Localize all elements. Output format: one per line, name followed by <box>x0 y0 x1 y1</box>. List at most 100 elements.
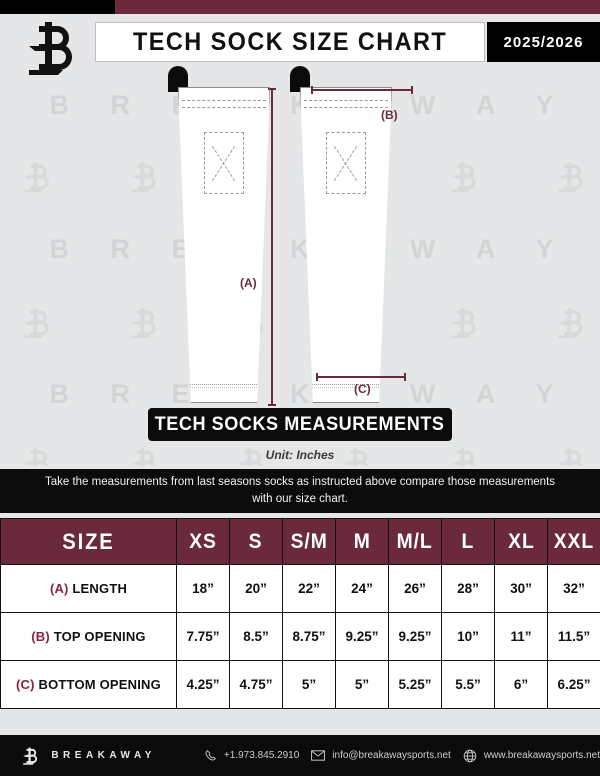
watermark-b-monogram-icon <box>22 446 56 466</box>
watermark-b-monogram-icon <box>129 306 163 340</box>
watermark-b-monogram-icon <box>449 446 483 466</box>
table-header-text: XS <box>189 529 217 553</box>
table-cell: 24” <box>335 564 389 613</box>
table-row-label-text: BOTTOM OPENING <box>38 677 161 692</box>
watermark-background: B R E A K A W A YB R E A K A W A YB R E … <box>0 74 600 466</box>
page-title-text: TECH SOCK SIZE CHART <box>132 27 448 56</box>
sock-diagram-area: (A) (B) (C) <box>0 60 600 470</box>
sock-top-stitch-line-4 <box>304 107 388 108</box>
sock-bottom-stitch-line-3 <box>311 384 381 385</box>
top-accent-stripe-black <box>0 0 115 14</box>
table-cell: 30” <box>494 564 548 613</box>
table-header-row: SIZE XS S S/M M M/L L XL XXL <box>0 518 600 565</box>
table-header-m-l: M/L <box>388 518 442 565</box>
season-year-badge: 2025/2026 <box>487 22 600 62</box>
measurement-line-top-opening <box>311 86 413 94</box>
measurement-line-bottom-opening <box>316 373 406 381</box>
footer-email[interactable]: info@breakawaysports.net <box>311 750 451 761</box>
table-row: (C) BOTTOM OPENING 4.25” 4.75” 5” 5” 5.25” 5.5… <box>0 660 600 709</box>
watermark-b-monogram-icon <box>22 160 56 194</box>
sock-outline-2 <box>300 87 392 403</box>
watermark-b-monogram-icon <box>556 306 590 340</box>
table-cell: 9.25” <box>388 612 442 661</box>
sock-hanger-tab-icon <box>168 66 188 92</box>
table-cell: 6.25” <box>547 660 600 709</box>
watermark-mark-row-3 <box>0 446 600 466</box>
size-table: SIZE XS S S/M M M/L L XL XXL (A) LENGTH 18” 20” 22”… <box>0 518 600 709</box>
table-header-xs: XS <box>176 518 230 565</box>
table-cell: 26” <box>388 564 442 613</box>
sock-logo-placement-box <box>204 132 244 194</box>
table-header-text: L <box>461 529 475 553</box>
table-cell: 11” <box>494 612 548 661</box>
table-header-text: XXL <box>553 529 595 553</box>
page-title: TECH SOCK SIZE CHART <box>95 22 485 62</box>
table-cell: 6” <box>494 660 548 709</box>
table-header-text: SIZE <box>62 528 115 554</box>
table-row: (B) TOP OPENING 7.75” 8.5” 8.75” 9.25” 9.25” 1… <box>0 612 600 661</box>
sock-hanger-tab-icon-2 <box>290 66 310 92</box>
breakaway-b-monogram-icon <box>25 20 85 76</box>
table-header-s-m: S/M <box>282 518 336 565</box>
watermark-b-monogram-icon <box>556 160 590 194</box>
footer-contacts: +1.973.845.2910 info@breakawaysports.net… <box>204 749 600 763</box>
table-cell: 8.5” <box>229 612 283 661</box>
table-cell: 7.75” <box>176 612 230 661</box>
footer-website[interactable]: www.breakawaysports.net <box>463 749 600 763</box>
table-header-s: S <box>229 518 283 565</box>
table-body: (A) LENGTH 18” 20” 22” 24” 26” 28” 30” 32” (B) TO… <box>0 564 600 709</box>
table-row-code: (A) <box>49 581 73 596</box>
sock-top-stitch-line <box>182 100 266 101</box>
watermark-b-monogram-icon <box>22 306 56 340</box>
table-cell: 5.5” <box>441 660 495 709</box>
table-row-code: (C) <box>16 677 39 692</box>
footer-b-monogram-icon <box>22 744 41 768</box>
table-cell: 5” <box>335 660 389 709</box>
watermark-text-row-2: B R E A K A W A Y <box>49 234 571 264</box>
sock-top-stitch-line-2 <box>182 107 266 108</box>
table-row-label-text: LENGTH <box>72 581 128 596</box>
phone-icon <box>204 749 217 762</box>
watermark-b-monogram-icon <box>556 446 590 466</box>
table-cell: 10” <box>441 612 495 661</box>
measurement-label-a: (A) <box>240 276 257 290</box>
footer-website-text: www.breakawaysports.net <box>483 750 600 761</box>
instruction-text: Take the measurements from last seasons … <box>44 476 556 505</box>
table-header-text: S <box>249 529 263 553</box>
table-cell: 9.25” <box>335 612 389 661</box>
sock-bottom-stitch-line-4 <box>311 387 381 388</box>
watermark-b-monogram-icon <box>236 446 270 466</box>
table-row-label: (A) LENGTH <box>0 564 177 613</box>
watermark-b-monogram-icon <box>342 446 376 466</box>
table-row-code: (B) <box>31 629 54 644</box>
table-row-label: (C) BOTTOM OPENING <box>0 660 177 709</box>
footer-phone[interactable]: +1.973.845.2910 <box>204 749 299 762</box>
watermark-b-monogram-icon <box>449 160 483 194</box>
table-header-m: M <box>335 518 389 565</box>
season-year-text: 2025/2026 <box>503 33 584 51</box>
instruction-band: Take the measurements from last seasons … <box>0 469 600 513</box>
table-head: SIZE XS S S/M M M/L L XL XXL <box>0 518 600 565</box>
table-cell: 20” <box>229 564 283 613</box>
table-cell: 22” <box>282 564 336 613</box>
sock-outline <box>178 87 270 403</box>
sock-bottom-stitch-line <box>189 384 259 385</box>
table-header-xl: XL <box>494 518 548 565</box>
table-header-xxl: XXL <box>547 518 600 565</box>
table-cell: 18” <box>176 564 230 613</box>
table-header-text: S/M <box>290 529 328 553</box>
table-header-l: L <box>441 518 495 565</box>
table-header-text: M/L <box>396 529 434 553</box>
table-header-size: SIZE <box>0 518 177 565</box>
watermark-b-monogram-icon <box>449 306 483 340</box>
footer-brand-name: BREAKAWAY <box>51 750 156 761</box>
table-cell: 5.25” <box>388 660 442 709</box>
watermark-b-monogram-icon <box>129 446 163 466</box>
table-header-text: M <box>353 529 371 553</box>
watermark-text-row-3: B R E A K A W A Y <box>49 379 571 409</box>
measurements-title-banner: TECH SOCKS MEASUREMENTS <box>148 408 452 441</box>
table-row-label-text: TOP OPENING <box>53 629 146 644</box>
page-footer: BREAKAWAY +1.973.845.2910 info@breakaway… <box>0 735 600 776</box>
table-cell: 32” <box>547 564 600 613</box>
table-row-label: (B) TOP OPENING <box>0 612 177 661</box>
